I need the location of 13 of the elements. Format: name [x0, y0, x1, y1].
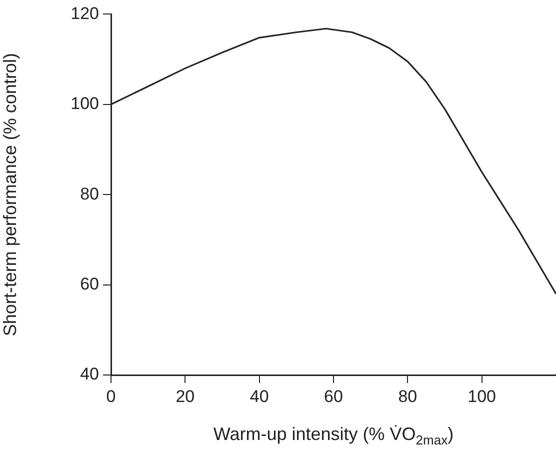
- y-tick-label: 80: [80, 184, 99, 204]
- x-tick-label: 20: [176, 386, 195, 406]
- x-tick-label: 60: [324, 386, 343, 406]
- y-tick-label: 100: [70, 94, 99, 114]
- y-tick-label: 40: [80, 364, 99, 384]
- y-axis-title: Short-term performance (% control): [0, 53, 20, 336]
- y-tick-label: 60: [80, 274, 99, 294]
- x-axis-title: Warm-up intensity (% V̇O$_{2max}$): [212, 424, 455, 448]
- x-tick-label: 100: [468, 386, 496, 406]
- y-tick-label: 120: [70, 4, 99, 23]
- x-tick-label: 0: [106, 386, 116, 406]
- x-tick-label: 40: [250, 386, 269, 406]
- x-tick-label: 80: [398, 386, 418, 406]
